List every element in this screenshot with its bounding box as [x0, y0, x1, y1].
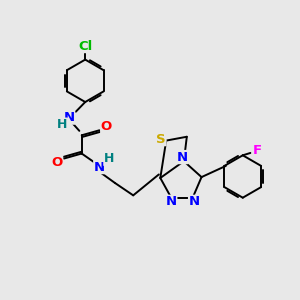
Text: N: N	[189, 195, 200, 208]
Text: N: N	[166, 195, 177, 208]
Text: H: H	[104, 152, 114, 165]
Text: O: O	[51, 156, 63, 169]
Text: N: N	[94, 160, 105, 174]
Text: N: N	[64, 111, 75, 124]
Text: O: O	[101, 120, 112, 133]
Text: S: S	[156, 133, 166, 146]
Text: H: H	[57, 118, 68, 131]
Text: N: N	[177, 151, 188, 164]
Text: Cl: Cl	[78, 40, 92, 52]
Text: F: F	[252, 144, 261, 157]
